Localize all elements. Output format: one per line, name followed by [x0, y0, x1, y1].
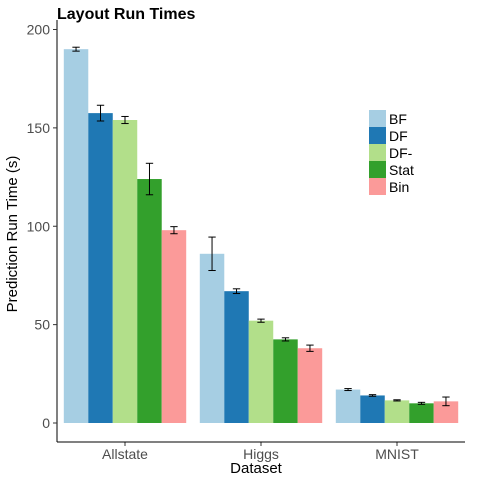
bar-higgs-bf	[199, 253, 225, 423]
bar-allstate-bf	[63, 49, 89, 424]
error-bar-higgs-bin	[306, 344, 314, 352]
error-bar-higgs-df	[232, 288, 241, 295]
x-axis-title: Dataset	[230, 460, 283, 477]
legend-label-bin: Bin	[389, 179, 409, 195]
error-bar-higgs-bf	[208, 236, 216, 272]
error-bar-higgs-df	[257, 318, 265, 323]
legend-label-df: DF-	[389, 145, 413, 161]
bar-allstate-stat	[137, 179, 162, 423]
bar-mnist-bin	[433, 401, 459, 423]
legend-swatch-df	[369, 144, 386, 161]
bar-mnist-stat	[409, 403, 434, 423]
error-bar-mnist-stat	[417, 401, 426, 405]
error-bar-mnist-bf	[344, 388, 352, 392]
bar-higgs-df	[248, 320, 274, 423]
error-bar-allstate-df	[96, 104, 105, 122]
chart-title: Layout Run Times	[57, 6, 195, 23]
y-tick-label: 0	[42, 415, 50, 431]
bars-layer	[63, 49, 459, 424]
y-axis-title: Prediction Run Time (s)	[4, 156, 21, 313]
legend-swatch-df	[369, 127, 386, 144]
y-tick-label: 50	[34, 317, 50, 333]
bar-higgs-bin	[297, 348, 323, 423]
legend-label-stat: Stat	[389, 162, 414, 178]
legend-label-df: DF	[389, 128, 408, 144]
legend-swatch-bin	[369, 178, 386, 195]
legend-swatch-stat	[369, 161, 386, 178]
error-bar-mnist-df	[393, 399, 401, 402]
error-bars-layer	[72, 46, 450, 407]
error-bar-allstate-df	[121, 115, 129, 125]
bar-allstate-bin	[161, 230, 187, 423]
y-tick-label: 150	[27, 120, 51, 136]
y-tick-label: 200	[27, 22, 51, 38]
error-bar-mnist-df	[368, 394, 377, 397]
legend-swatch-bf	[369, 110, 386, 127]
bar-mnist-df	[384, 400, 410, 423]
bar-mnist-bf	[335, 389, 361, 423]
bar-allstate-df	[112, 120, 138, 423]
error-bar-mnist-bin	[442, 396, 450, 407]
bar-mnist-df	[360, 395, 385, 423]
error-bar-allstate-bin	[170, 226, 178, 235]
x-tick-label: Higgs	[243, 446, 279, 462]
error-bar-allstate-bf	[72, 46, 80, 52]
axes-layer: Allstate Higgs MNIST 0 50 100 150 200	[27, 20, 465, 462]
error-bar-allstate-stat	[145, 162, 154, 196]
error-bar-higgs-stat	[281, 337, 290, 342]
x-tick-label: Allstate	[102, 446, 148, 462]
bar-higgs-stat	[273, 339, 298, 423]
y-tick-label: 100	[27, 218, 51, 234]
x-tick-label: MNIST	[375, 446, 419, 462]
bar-allstate-df	[88, 113, 113, 424]
bar-higgs-df	[224, 291, 249, 423]
legend-label-bf: BF	[389, 111, 407, 127]
